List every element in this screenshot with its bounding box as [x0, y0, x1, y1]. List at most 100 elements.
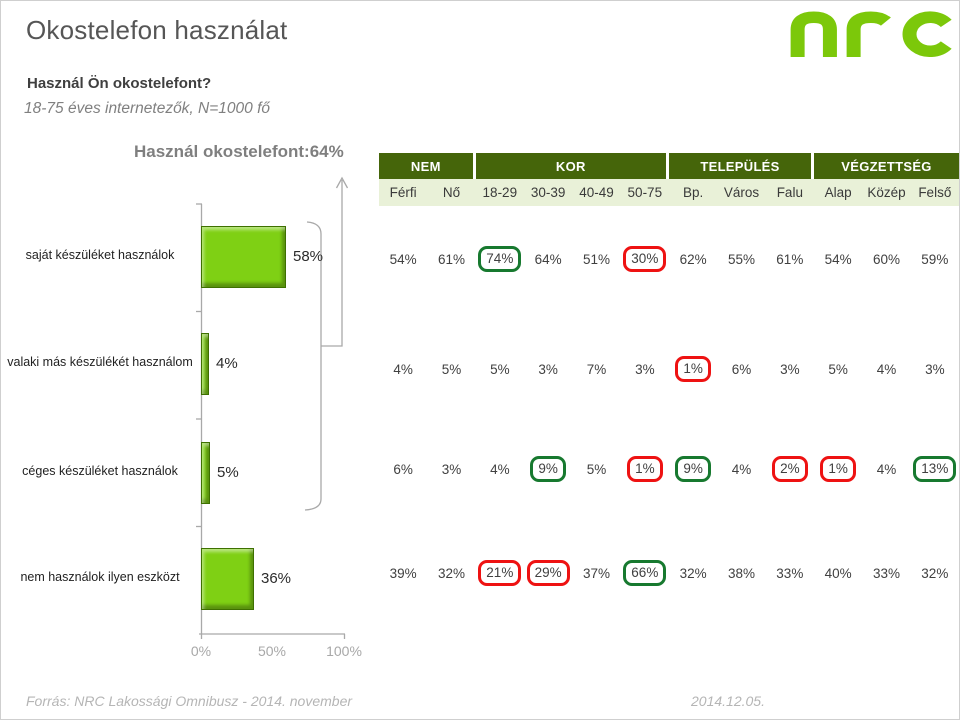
table-cell: 64% [534, 251, 562, 267]
table-cell: 55% [727, 251, 755, 267]
table-cell: 60% [872, 251, 900, 267]
nrc-logo [790, 11, 952, 57]
bar [201, 442, 210, 504]
bar-value-label: 58% [293, 247, 324, 265]
table-cell: 66% [621, 558, 669, 588]
table-cell: 4% [490, 461, 510, 477]
table-cell: 5% [441, 361, 462, 377]
table-cell: 1% [621, 454, 669, 484]
page-title: Okostelefon használat [26, 15, 288, 45]
x-axis-tick-label: 100% [326, 643, 362, 659]
table-cell: 4% [393, 361, 413, 377]
bracket-arrow-head [335, 176, 349, 189]
question-text: Használ Ön okostelefont? [27, 75, 212, 92]
table-cell: 59% [921, 251, 949, 267]
column-header: Alap [824, 185, 852, 200]
category-label: valaki más készülékét használom [7, 355, 193, 370]
highlight-box-green: 9% [675, 456, 711, 482]
source-note: Forrás: NRC Lakossági Omnibusz - 2014. n… [26, 693, 353, 709]
table-cell: 38% [727, 565, 755, 581]
table-cell: 2% [766, 454, 814, 484]
table-cell: 1% [669, 354, 717, 384]
bar-value-label: 36% [261, 569, 292, 587]
table-cell: 5% [490, 361, 510, 377]
column-header: 18-29 [482, 185, 518, 200]
table-cell: 3% [635, 361, 655, 377]
table-cell: 32% [921, 565, 949, 581]
column-header: Nő [442, 185, 461, 200]
table-cell: 5% [586, 461, 607, 477]
column-header: Közép [867, 185, 906, 200]
table-cell: 13% [911, 454, 959, 484]
sample-note: 18-75 éves internetezők, N=1000 fő [24, 100, 271, 117]
table-cell: 29% [524, 558, 572, 588]
highlight-box-red: 1% [675, 356, 711, 382]
highlight-box-red: 21% [478, 560, 522, 586]
date-label: 2014.12.05. [691, 693, 765, 709]
table-cell: 6% [393, 461, 413, 477]
column-header: 50-75 [627, 185, 663, 200]
highlight-box-green: 13% [913, 456, 957, 482]
column-header: 40-49 [579, 185, 614, 200]
table-cell: 4% [876, 461, 897, 477]
table-cell: 62% [679, 251, 707, 267]
bar-value-label: 4% [216, 354, 238, 372]
chart-title: Használ okostelefont:64% [134, 142, 344, 161]
table-cell: 3% [538, 361, 558, 377]
table-cell: 40% [824, 565, 852, 581]
table-cell: 6% [731, 361, 752, 377]
table-cell: 37% [582, 565, 610, 581]
table-cell: 9% [669, 454, 717, 484]
table-cell: 30% [621, 244, 669, 274]
table-cell: 54% [389, 251, 417, 267]
table-cell: 61% [776, 251, 804, 267]
x-axis-tick-label: 0% [190, 643, 212, 659]
bar [201, 333, 209, 395]
bar-value-label: 5% [217, 463, 239, 481]
table-cell: 51% [582, 251, 610, 267]
table-cell: 39% [389, 565, 417, 581]
table-cell: 1% [814, 454, 862, 484]
table-cell: 74% [476, 244, 524, 274]
highlight-box-red: 1% [627, 456, 663, 482]
column-header: Felső [918, 185, 952, 200]
table-cell: 4% [731, 461, 752, 477]
table-cell: 32% [679, 565, 707, 581]
table-cell: 9% [524, 454, 572, 484]
logo-letter-n [790, 11, 837, 57]
column-header: Férfi [389, 185, 417, 200]
column-group-header: TELEPÜLÉS [669, 153, 811, 179]
table-cell: 3% [441, 461, 462, 477]
column-group-header: KOR [475, 153, 666, 179]
highlight-box-red: 30% [623, 246, 667, 272]
logo-letter-r [846, 11, 891, 57]
highlight-box-red: 29% [526, 560, 570, 586]
x-axis-tick-label: 50% [257, 643, 287, 659]
column-group-header: VÉGZETTSÉG [814, 153, 959, 179]
table-cell: 21% [476, 558, 524, 588]
bracket-arrow-line [321, 180, 343, 347]
column-header: 30-39 [530, 185, 566, 200]
logo-letter-c [902, 11, 952, 57]
table-cell: 54% [824, 251, 852, 267]
highlight-box-green: 66% [623, 560, 667, 586]
table-cell: 33% [872, 565, 900, 581]
bar [201, 548, 254, 610]
table-cell: 4% [876, 361, 897, 377]
category-label: nem használok ilyen eszközt [20, 570, 180, 585]
table-cell: 7% [586, 361, 607, 377]
table-cell: 32% [437, 565, 465, 581]
table-cell: 61% [437, 251, 465, 267]
table-cell: 33% [776, 565, 804, 581]
subheader-band [379, 179, 959, 206]
column-header: Falu [776, 185, 803, 200]
table-cell: 3% [780, 361, 800, 377]
category-label: saját készüléket használok [25, 248, 175, 263]
crosstab-table: NEM KOR TELEPÜLÉS VÉGZETTSÉG Férfi Nő 18-29 30-… [379, 153, 959, 593]
column-header: Város [723, 185, 760, 200]
highlight-box-red: 1% [820, 456, 856, 482]
highlight-box-green: 74% [478, 246, 522, 272]
table-cell: 3% [925, 361, 945, 377]
bar [201, 226, 286, 288]
column-header: Bp. [683, 185, 704, 200]
